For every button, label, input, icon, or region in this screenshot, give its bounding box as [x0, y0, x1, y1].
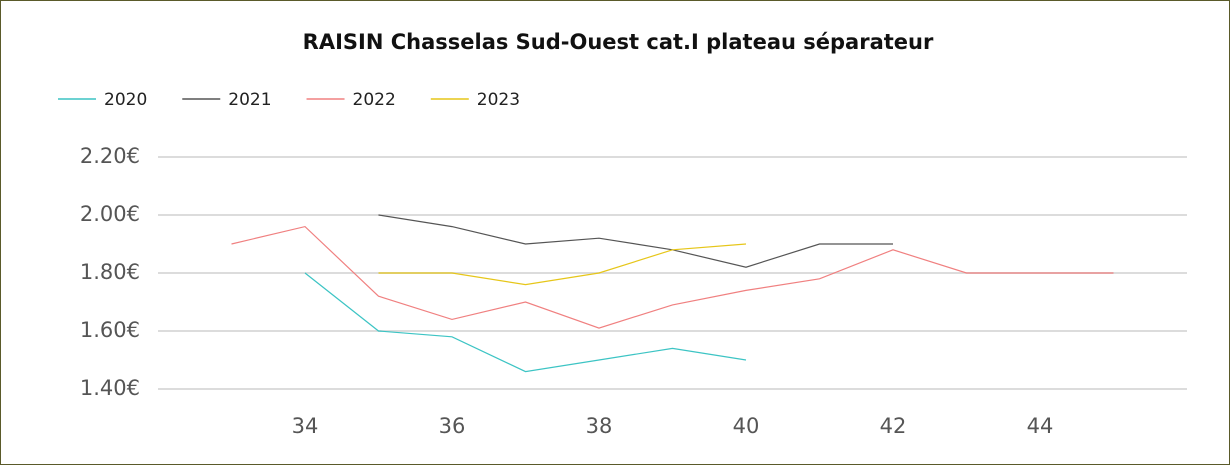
legend-label: 2020	[104, 90, 147, 110]
x-tick-label: 44	[1027, 414, 1054, 438]
legend-label: 2023	[477, 90, 520, 110]
legend-label: 2022	[353, 90, 396, 110]
series-line	[378, 214, 893, 268]
series-line	[304, 272, 747, 373]
x-tick-label: 34	[292, 414, 319, 438]
y-tick-label: 2.20€	[80, 144, 140, 168]
y-tick-label: 2.00€	[80, 202, 140, 226]
x-tick-label: 36	[439, 414, 466, 438]
legend-label: 2021	[228, 90, 271, 110]
series-line	[378, 243, 747, 286]
y-tick-label: 1.60€	[80, 318, 140, 342]
x-tick-label: 42	[880, 414, 907, 438]
series-line	[231, 225, 1114, 329]
y-tick-label: 1.40€	[80, 376, 140, 400]
x-tick-label: 40	[733, 414, 760, 438]
chart-title: RAISIN Chasselas Sud-Ouest cat.I plateau…	[303, 30, 934, 54]
y-tick-label: 1.80€	[80, 260, 140, 284]
x-tick-label: 38	[586, 414, 613, 438]
